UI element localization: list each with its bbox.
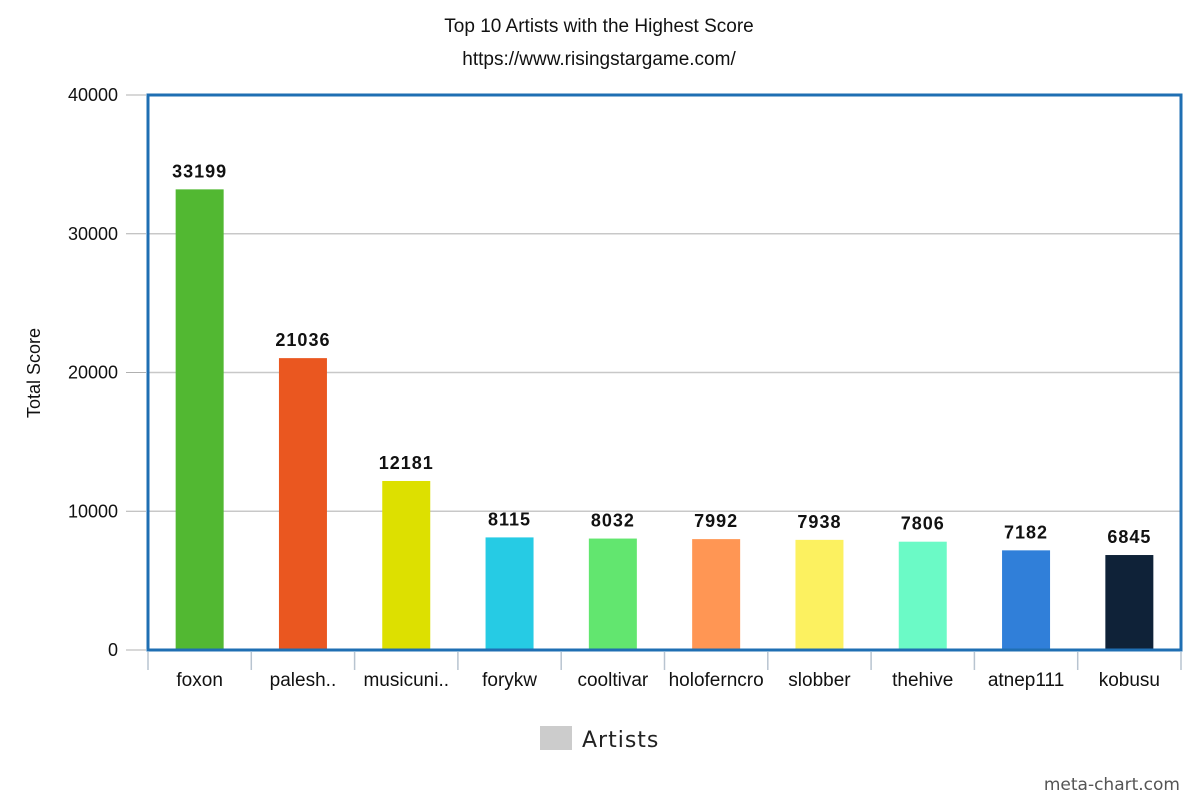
chart-subtitle: https://www.risingstargame.com/: [462, 49, 736, 70]
chart-title: Top 10 Artists with the Highest Score: [444, 16, 753, 37]
x-category-label: thehive: [892, 670, 953, 691]
y-axis-title: Total Score: [24, 328, 44, 418]
legend-swatch: [540, 726, 572, 750]
bar[interactable]: [692, 539, 741, 650]
bar[interactable]: [795, 539, 844, 650]
y-tick-label: 0: [108, 640, 118, 660]
watermark-text: meta-chart.com: [1044, 775, 1180, 795]
bar[interactable]: [898, 541, 947, 650]
bar-value-label: 7806: [901, 514, 945, 534]
x-axis: foxon palesh.. musicuni.. forykw cooltivar ho…: [147, 652, 1182, 691]
legend-label: Artists: [582, 728, 659, 753]
bar[interactable]: [278, 358, 327, 650]
x-category-label: foxon: [176, 670, 222, 691]
x-category-label: palesh..: [270, 670, 337, 691]
bar-value-label: 12181: [379, 453, 434, 473]
bar-value-label: 21036: [275, 330, 330, 350]
x-category-label: cooltivar: [577, 670, 648, 691]
bar-value-label: 7992: [694, 511, 738, 531]
bar-value-label: 7182: [1004, 522, 1048, 542]
bar[interactable]: [1002, 550, 1051, 650]
data-labels: 33199 21036 12181 8115 8032 7992 7938 7806 7182 6…: [172, 161, 1151, 547]
x-category-label: musicuni..: [363, 670, 449, 691]
y-tick-label: 40000: [68, 85, 118, 105]
y-tick-label: 10000: [68, 501, 118, 521]
bar[interactable]: [588, 538, 637, 650]
plot-frame: [146, 93, 1183, 652]
bar-value-label: 8032: [591, 511, 635, 531]
bar-value-label: 33199: [172, 161, 227, 181]
y-axis-ticks: 0 10000 20000 30000 40000: [68, 85, 146, 660]
bar-value-label: 6845: [1107, 527, 1151, 547]
x-category-label: holoferncro: [669, 670, 764, 691]
x-category-label: atnep111: [988, 670, 1064, 691]
x-category-label: kobusu: [1099, 670, 1160, 691]
x-category-label: forykw: [482, 670, 537, 691]
y-tick-label: 30000: [68, 224, 118, 244]
bars: [175, 189, 1154, 650]
bar-value-label: 7938: [797, 512, 841, 532]
bar[interactable]: [485, 537, 534, 650]
bar[interactable]: [175, 189, 224, 650]
legend[interactable]: Artists: [540, 726, 659, 753]
bar[interactable]: [382, 480, 431, 650]
x-category-label: slobber: [788, 670, 851, 691]
bar-value-label: 8115: [488, 509, 531, 529]
y-tick-label: 20000: [68, 363, 118, 383]
bar[interactable]: [1105, 555, 1154, 650]
